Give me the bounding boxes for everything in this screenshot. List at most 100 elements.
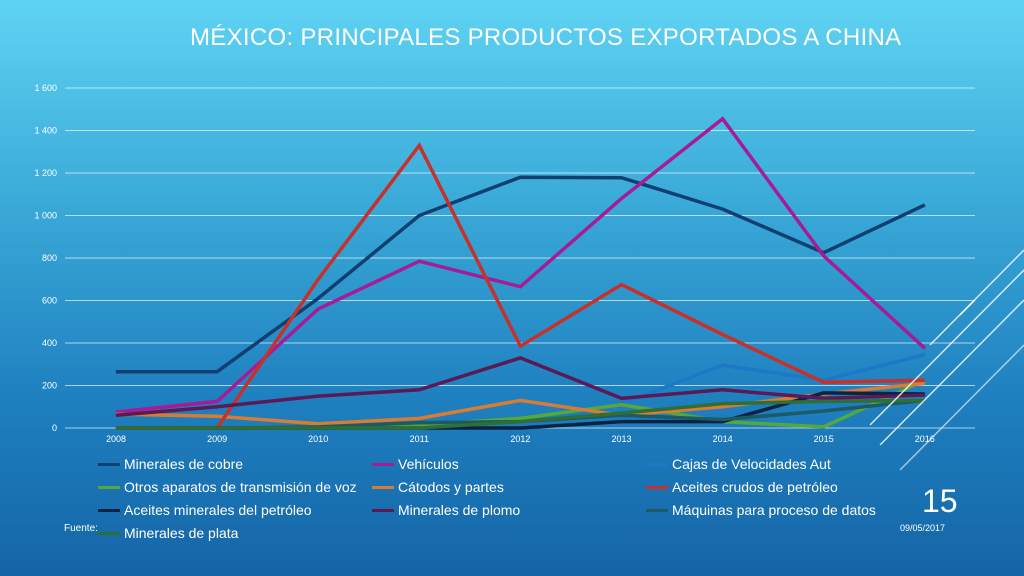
data-point: [216, 427, 218, 429]
data-point: [216, 406, 218, 408]
deco-line: [879, 299, 1024, 446]
data-point: [722, 406, 724, 408]
legend-label: Máquinas para proceso de datos: [672, 502, 876, 518]
data-point: [823, 400, 825, 402]
data-point: [823, 392, 825, 394]
legend-swatch: [646, 508, 668, 512]
deco-line: [869, 269, 1024, 426]
x-tick-label: 2010: [308, 434, 328, 444]
slide-title: MÉXICO: PRINCIPALES PRODUCTOS EXPORTADOS…: [190, 24, 902, 51]
legend-label: Minerales de cobre: [124, 456, 244, 472]
legend-item: Aceites minerales del petróleo: [98, 502, 312, 518]
deco-line: [929, 249, 1024, 346]
legend-swatch: [646, 485, 668, 489]
line-chart: 0 200 400 600 800 1 000 1 200 1 400 1 600 2008 200…: [34, 83, 934, 444]
data-point: [418, 422, 420, 424]
data-point: [621, 284, 622, 286]
data-point: [621, 404, 622, 406]
data-point: [621, 198, 622, 199]
legend-label: Cajas de Velocidades Aut: [672, 456, 831, 472]
legend-item: Minerales de plata: [98, 525, 238, 541]
data-point: [722, 419, 724, 420]
data-point: [317, 427, 319, 429]
x-tick-label: 2014: [713, 434, 733, 444]
data-point: [722, 421, 724, 423]
data-point: [621, 177, 622, 179]
series-lines: [115, 116, 926, 430]
legend-swatch: [98, 462, 120, 466]
axis-labels: 0 200 400 600 800 1 000 1 200 1 400 1 600 2008 200…: [34, 83, 934, 444]
data-point: [621, 397, 622, 399]
data-point: [418, 144, 420, 146]
data-point: [317, 423, 319, 425]
legend-item: Aceites crudos de petróleo: [646, 479, 838, 495]
data-point: [823, 410, 825, 412]
data-point: [823, 426, 825, 428]
y-tick-label: 1 400: [34, 126, 57, 136]
y-tick-label: 1 600: [34, 83, 57, 93]
data-point: [317, 308, 319, 310]
data-point: [924, 347, 926, 349]
data-point: [823, 397, 825, 399]
deco-line: [899, 344, 1024, 471]
data-point: [621, 414, 622, 416]
y-tick-label: 200: [42, 381, 57, 391]
data-point: [216, 400, 218, 402]
data-point: [924, 379, 926, 381]
data-point: [519, 286, 521, 288]
data-point: [823, 381, 825, 383]
legend-swatch: [372, 508, 394, 512]
legend-swatch: [372, 462, 394, 466]
y-tick-label: 1 000: [34, 211, 57, 221]
legend-item: Vehículos: [372, 456, 459, 472]
data-point: [418, 417, 420, 419]
data-point: [722, 118, 724, 120]
y-tick-label: 800: [42, 253, 57, 263]
legend-label: Aceites minerales del petróleo: [124, 502, 312, 518]
x-tick-label: 2012: [510, 434, 530, 444]
legend-label: Aceites crudos de petróleo: [672, 479, 838, 495]
data-point: [418, 427, 420, 429]
legend-swatch: [98, 508, 120, 512]
y-tick-label: 0: [52, 423, 57, 433]
legend-label: Minerales de plata: [124, 525, 239, 541]
x-tick-label: 2016: [915, 434, 935, 444]
data-point: [519, 421, 521, 423]
data-point: [115, 414, 117, 416]
data-point: [924, 394, 926, 396]
data-point: [216, 415, 218, 417]
data-point: [924, 204, 926, 206]
data-point: [519, 399, 521, 401]
data-point: [418, 389, 420, 391]
data-point: [621, 412, 622, 414]
slide-number: 15: [922, 483, 958, 519]
x-tick-label: 2011: [410, 434, 429, 444]
legend-item: Minerales de cobre: [98, 456, 243, 472]
x-tick-label: 2008: [106, 434, 126, 444]
data-point: [317, 278, 319, 280]
data-point: [924, 354, 926, 356]
slide-date: 09/05/2017: [900, 523, 946, 533]
data-point: [621, 421, 622, 423]
data-point: [418, 260, 420, 262]
legend-swatch: [372, 485, 394, 489]
data-point: [317, 297, 319, 299]
data-point: [115, 427, 117, 429]
data-point: [722, 208, 724, 210]
data-point: [722, 334, 724, 335]
data-point: [722, 364, 724, 366]
data-point: [216, 371, 218, 373]
legend-swatch: [98, 485, 120, 489]
legend-swatch: [98, 531, 120, 535]
data-point: [924, 382, 926, 384]
y-tick-label: 600: [42, 296, 57, 306]
legend-label: Vehículos: [398, 456, 459, 472]
data-point: [519, 417, 521, 419]
data-point: [519, 345, 521, 347]
data-point: [519, 357, 521, 359]
x-tick-label: 2009: [207, 434, 227, 444]
legend-item: Cátodos y partes: [372, 479, 504, 495]
data-point: [418, 424, 420, 426]
data-point: [722, 403, 724, 405]
